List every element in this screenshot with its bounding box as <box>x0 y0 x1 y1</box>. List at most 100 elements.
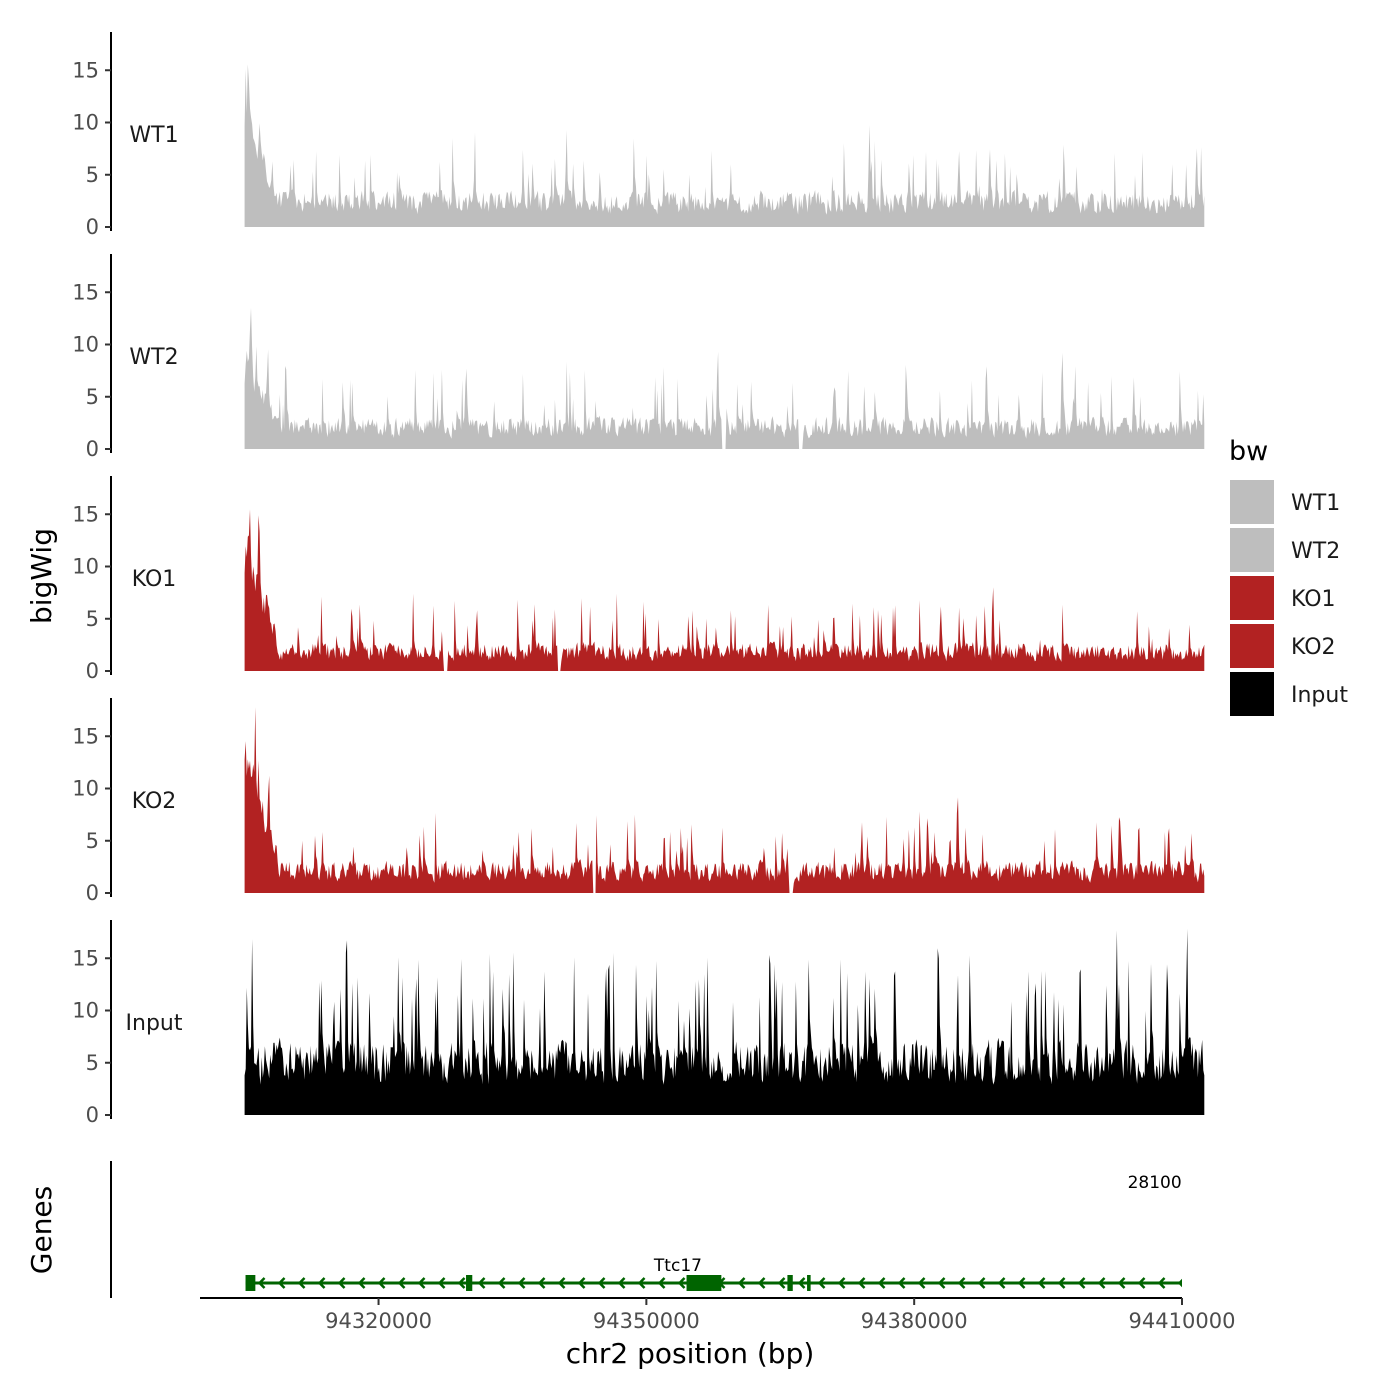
strand-arrow <box>777 1277 786 1289</box>
legend-label-ko1: KO1 <box>1291 587 1336 612</box>
panel-ko2: 0 5 10 15 KO2 <box>72 698 1205 905</box>
strand-arrow <box>497 1277 506 1289</box>
y-tick-label: 10 <box>72 999 99 1023</box>
coverage-area-ko1 <box>244 509 1205 671</box>
y-axis-title: bigWig <box>25 528 58 624</box>
legend-key-wt2 <box>1230 528 1274 572</box>
strand-arrow <box>737 1277 746 1289</box>
coverage-panels: 0 5 10 15 WT1 0 5 10 15 WT2 0 5 10 15 KO1 0 5 10 15 KO2 0 5 10… <box>72 32 1205 1127</box>
strand-arrow <box>937 1277 946 1289</box>
y-tick-label: 5 <box>86 385 99 409</box>
strand-arrow <box>1117 1277 1126 1289</box>
strand-arrow <box>917 1277 926 1289</box>
exon <box>1191 1192 1198 1208</box>
y-tick-label: 10 <box>72 555 99 579</box>
coverage-area-ko2 <box>244 707 1205 893</box>
strand-arrow <box>457 1277 466 1289</box>
track-label-ko2: KO2 <box>132 789 177 814</box>
coverage-area-wt1 <box>244 64 1205 227</box>
legend-key-ko2 <box>1230 624 1274 668</box>
gene-annotations: Ttc17 2810002D19Rik <box>245 1173 1198 1291</box>
legend-key-ko1 <box>1230 576 1274 620</box>
strand-arrow <box>317 1277 326 1289</box>
strand-arrow <box>977 1277 986 1289</box>
strand-arrow <box>597 1277 606 1289</box>
legend-label-input: Input <box>1291 683 1348 708</box>
strand-arrow <box>1037 1277 1046 1289</box>
strand-arrow <box>257 1277 266 1289</box>
strand-arrow <box>1017 1277 1026 1289</box>
legend-title: bw <box>1229 436 1268 467</box>
x-axis-ticks: 94320000 94350000 94380000 94410000 <box>325 1298 1235 1333</box>
genes-panel: Ttc17 2810002D19Rik 94320000 94350000 94380… <box>110 1161 1235 1333</box>
legend-key-input <box>1230 672 1274 716</box>
strand-arrow <box>797 1277 806 1289</box>
y-tick-label: 0 <box>86 215 99 239</box>
strand-arrow <box>677 1277 686 1289</box>
strand-arrow <box>857 1277 866 1289</box>
y-tick-label: 5 <box>86 1051 99 1075</box>
y-tick-label: 5 <box>86 607 99 631</box>
y-tick-label: 0 <box>86 659 99 683</box>
y-tick-label: 15 <box>72 58 99 82</box>
strand-arrow <box>1157 1277 1166 1289</box>
y-tick-label: 0 <box>86 1103 99 1127</box>
y-tick-label: 5 <box>86 829 99 853</box>
panel-wt2: 0 5 10 15 WT2 <box>72 254 1205 461</box>
track-label-wt2: WT2 <box>129 345 178 370</box>
gene-2810002d19rik: 2810002D19Rik <box>1128 1173 1198 1208</box>
strand-arrow <box>837 1277 846 1289</box>
legend-label-wt1: WT1 <box>1291 491 1340 516</box>
y-tick-label: 0 <box>86 881 99 905</box>
y-tick-label: 15 <box>72 280 99 304</box>
exon <box>686 1275 722 1291</box>
coverage-area-input <box>244 928 1205 1115</box>
y-tick-label: 10 <box>72 333 99 357</box>
x-axis-title: chr2 position (bp) <box>566 1337 815 1370</box>
strand-arrow <box>337 1277 346 1289</box>
strand-arrow <box>437 1277 446 1289</box>
gene-label: Ttc17 <box>653 1256 702 1276</box>
strand-arrow <box>277 1277 286 1289</box>
track-label-wt1: WT1 <box>129 123 178 148</box>
strand-arrow <box>477 1277 486 1289</box>
track-label-input: Input <box>126 1011 183 1036</box>
strand-arrow <box>557 1277 566 1289</box>
x-tick-label: 94410000 <box>1129 1309 1236 1333</box>
y-tick-label: 5 <box>86 163 99 187</box>
gene-ttc17: Ttc17 <box>245 1256 1182 1291</box>
strand-arrow <box>297 1277 306 1289</box>
strand-arrow <box>1137 1277 1146 1289</box>
track-label-ko1: KO1 <box>132 567 177 592</box>
legend-key-wt1 <box>1230 480 1274 524</box>
legend-label-ko2: KO2 <box>1291 635 1336 660</box>
strand-arrow <box>1177 1278 1182 1288</box>
legend: bw WT1 WT2 KO1 KO2 Input <box>1229 436 1348 716</box>
panel-wt1: 0 5 10 15 WT1 <box>72 32 1205 239</box>
strand-arrow <box>1057 1277 1066 1289</box>
strand-arrow <box>657 1277 666 1289</box>
strand-arrow <box>397 1277 406 1289</box>
panel-input: 0 5 10 15 Input <box>72 920 1205 1127</box>
strand-arrow <box>577 1277 586 1289</box>
panel-ko1: 0 5 10 15 KO1 <box>72 476 1205 683</box>
strand-arrow <box>957 1277 966 1289</box>
strand-arrow <box>897 1277 906 1289</box>
y-tick-label: 15 <box>72 724 99 748</box>
y-tick-label: 15 <box>72 946 99 970</box>
x-tick-label: 94320000 <box>325 1309 432 1333</box>
strand-arrow <box>637 1277 646 1289</box>
exon <box>807 1275 811 1291</box>
strand-arrow <box>817 1277 826 1289</box>
strand-arrow <box>517 1277 526 1289</box>
strand-arrow <box>537 1277 546 1289</box>
y-tick-label: 10 <box>72 111 99 135</box>
genes-axis-title: Genes <box>25 1186 58 1274</box>
genes-clip-group: Ttc17 2810002D19Rik <box>245 1173 1198 1291</box>
exon <box>466 1275 473 1291</box>
strand-arrow <box>377 1277 386 1289</box>
strand-arrow <box>1097 1277 1106 1289</box>
exon <box>245 1275 256 1291</box>
strand-arrow <box>617 1277 626 1289</box>
